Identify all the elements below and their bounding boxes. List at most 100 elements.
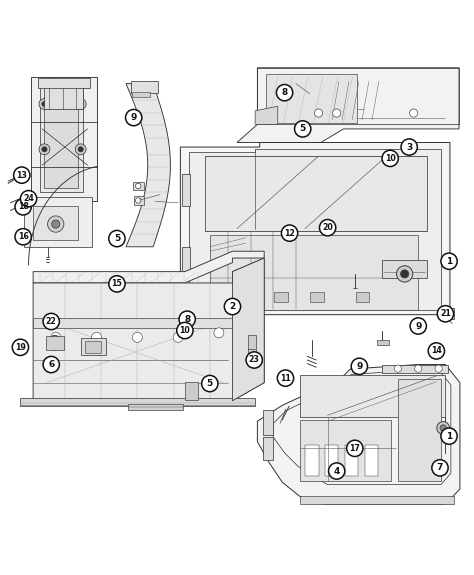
Circle shape [136, 183, 141, 189]
Polygon shape [126, 83, 170, 247]
Circle shape [382, 150, 398, 167]
Polygon shape [237, 68, 459, 143]
Circle shape [401, 270, 409, 278]
Circle shape [47, 336, 62, 350]
Circle shape [126, 109, 142, 126]
Text: 1: 1 [446, 256, 452, 266]
Bar [325, 444, 338, 477]
Text: 1: 1 [446, 432, 452, 440]
Bar [263, 410, 273, 435]
Bar [182, 285, 190, 310]
Bar [345, 444, 358, 477]
Text: 9: 9 [415, 321, 421, 331]
Circle shape [136, 198, 141, 203]
Text: 18: 18 [18, 202, 28, 212]
Circle shape [401, 139, 417, 155]
Bar [398, 380, 441, 481]
Text: 7: 7 [437, 463, 443, 472]
Bar [182, 174, 190, 206]
Text: 19: 19 [15, 343, 26, 352]
Circle shape [14, 167, 30, 183]
Polygon shape [255, 106, 278, 124]
Bar [33, 319, 235, 328]
Text: 13: 13 [16, 171, 27, 179]
Polygon shape [181, 143, 450, 340]
Bar [233, 292, 247, 302]
Circle shape [43, 313, 59, 329]
Circle shape [394, 365, 401, 372]
Text: 3: 3 [406, 143, 412, 152]
Text: 9: 9 [130, 113, 137, 122]
Text: 5: 5 [207, 379, 213, 388]
Bar [382, 365, 447, 373]
Circle shape [132, 332, 142, 342]
Text: 11: 11 [280, 374, 291, 382]
Circle shape [109, 231, 125, 247]
Text: 21: 21 [440, 309, 451, 319]
Circle shape [277, 370, 293, 386]
Bar [211, 292, 224, 302]
Circle shape [52, 340, 58, 346]
Bar [81, 338, 106, 355]
Circle shape [42, 147, 47, 152]
Circle shape [52, 220, 60, 228]
Bar [205, 156, 427, 231]
Bar [305, 444, 319, 477]
Circle shape [47, 216, 64, 232]
Bar [301, 375, 446, 417]
Text: 6: 6 [48, 360, 55, 369]
Text: 9: 9 [356, 362, 363, 371]
Bar [301, 496, 455, 504]
Polygon shape [31, 77, 97, 201]
Text: 17: 17 [349, 444, 360, 453]
Circle shape [346, 440, 363, 457]
Bar [356, 292, 369, 302]
Bar [443, 308, 455, 319]
Circle shape [15, 229, 31, 245]
Bar [45, 97, 78, 188]
Bar [45, 83, 83, 109]
Circle shape [246, 352, 263, 368]
Text: 5: 5 [300, 124, 306, 133]
Bar [182, 247, 190, 278]
Text: 8: 8 [184, 315, 190, 324]
Bar [263, 437, 273, 459]
Circle shape [75, 144, 86, 155]
Circle shape [43, 356, 59, 373]
Text: 14: 14 [431, 346, 442, 355]
Bar [134, 197, 144, 205]
Polygon shape [257, 365, 460, 504]
Circle shape [20, 190, 36, 207]
Bar [85, 340, 101, 353]
Polygon shape [33, 251, 264, 283]
Circle shape [214, 328, 224, 338]
Circle shape [441, 428, 457, 444]
Circle shape [440, 425, 447, 431]
Bar [210, 235, 418, 310]
Circle shape [12, 339, 28, 355]
Circle shape [314, 109, 323, 117]
Circle shape [78, 147, 83, 152]
Bar [128, 404, 182, 410]
Circle shape [410, 109, 418, 117]
Bar [274, 292, 288, 302]
Circle shape [351, 358, 367, 374]
Circle shape [75, 98, 86, 109]
Bar [133, 182, 144, 190]
Polygon shape [190, 150, 441, 331]
Bar [257, 68, 459, 124]
Bar [365, 444, 378, 477]
Text: 15: 15 [111, 279, 122, 289]
Polygon shape [33, 258, 264, 401]
Circle shape [42, 101, 47, 107]
Bar [266, 74, 357, 123]
Text: 20: 20 [322, 223, 333, 232]
Circle shape [282, 225, 298, 242]
Circle shape [39, 144, 50, 155]
Text: 4: 4 [334, 466, 340, 476]
Bar [130, 81, 158, 93]
Circle shape [396, 266, 413, 282]
Text: 16: 16 [18, 232, 28, 242]
Bar [310, 292, 324, 302]
Circle shape [415, 365, 422, 372]
